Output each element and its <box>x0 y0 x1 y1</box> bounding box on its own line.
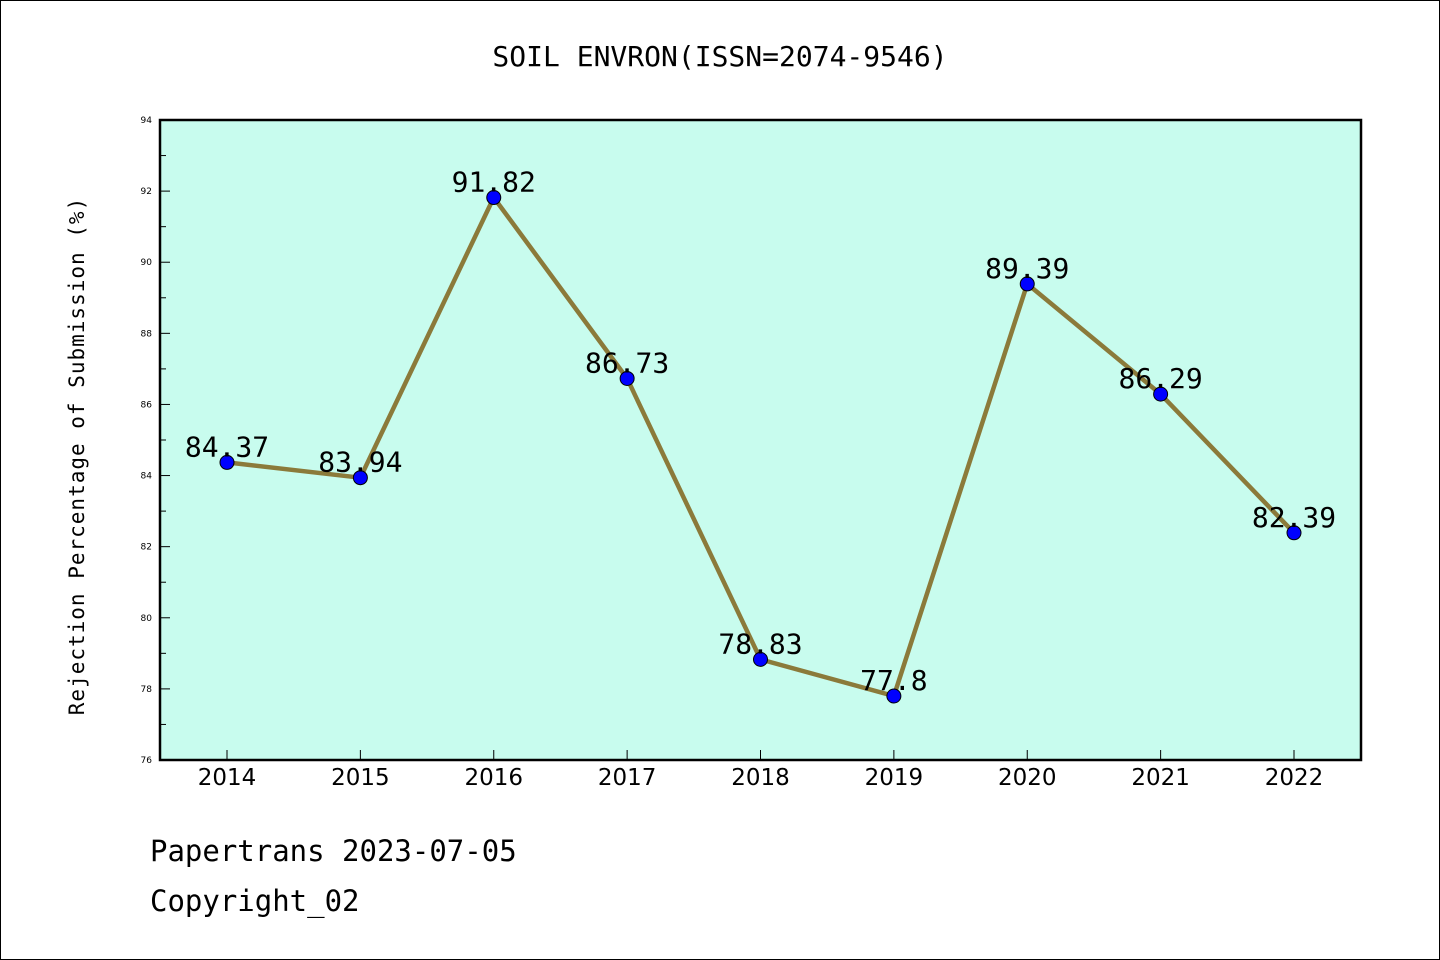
x-tick-label: 2020 <box>998 765 1057 791</box>
data-label: 83.94 <box>318 446 402 479</box>
y-tick-label: 80 <box>141 614 153 624</box>
data-point <box>886 688 902 704</box>
y-tick-label: 88 <box>141 329 153 339</box>
tick-marks: 76 78 80 82 84 86 88 90 92 94 2014 2015 2016 2017 2018… <box>141 116 1324 791</box>
data-point <box>352 470 368 486</box>
x-tick-label: 2015 <box>331 765 390 791</box>
y-tick-label: 94 <box>141 116 153 126</box>
data-label: 91.82 <box>452 166 536 199</box>
data-points-layer <box>219 190 1302 704</box>
data-point <box>619 370 635 386</box>
x-tick-label: 2016 <box>464 765 523 791</box>
data-label: 82.39 <box>1252 501 1336 534</box>
y-tick-label: 78 <box>141 685 153 695</box>
data-label: 78.83 <box>718 627 802 660</box>
data-point <box>219 454 235 470</box>
x-tick-label: 2021 <box>1131 765 1190 791</box>
data-point <box>753 651 768 667</box>
data-label: 86.73 <box>585 346 669 379</box>
x-tick-label: 2019 <box>865 765 924 791</box>
y-tick-label: 92 <box>141 187 152 197</box>
data-label: 86.29 <box>1118 362 1202 395</box>
chart-title: SOIL ENVRON(ISSN=2074-9546) <box>492 40 947 73</box>
footer-copyright: Copyright_02 <box>150 884 360 918</box>
y-tick-label: 84 <box>141 472 153 482</box>
x-tick-label: 2022 <box>1265 765 1324 791</box>
plot-border <box>158 118 1363 762</box>
y-tick-label: 76 <box>141 756 153 766</box>
data-point <box>1153 386 1169 402</box>
x-tick-label: 2018 <box>731 765 790 791</box>
y-tick-label: 86 <box>141 400 153 410</box>
footer-credit: Papertrans 2023-07-05 <box>150 834 517 868</box>
data-label: 84.37 <box>185 430 269 463</box>
data-label: 77.8 <box>860 664 927 697</box>
data-label: 89.39 <box>985 252 1069 285</box>
y-tick-label: 90 <box>141 258 153 268</box>
y-axis-label: Rejection Percentage of Submission (%) <box>65 197 89 715</box>
data-point <box>1019 276 1035 292</box>
x-tick-label: 2017 <box>598 765 657 791</box>
y-tick-label: 82 <box>141 543 152 553</box>
data-point <box>1286 525 1302 541</box>
data-point <box>486 190 502 206</box>
data-labels-layer: 84.37 83.94 91.82 86.73 78.83 77.8 89.39 86.29 8… <box>185 166 1336 697</box>
x-tick-label: 2014 <box>198 765 257 791</box>
